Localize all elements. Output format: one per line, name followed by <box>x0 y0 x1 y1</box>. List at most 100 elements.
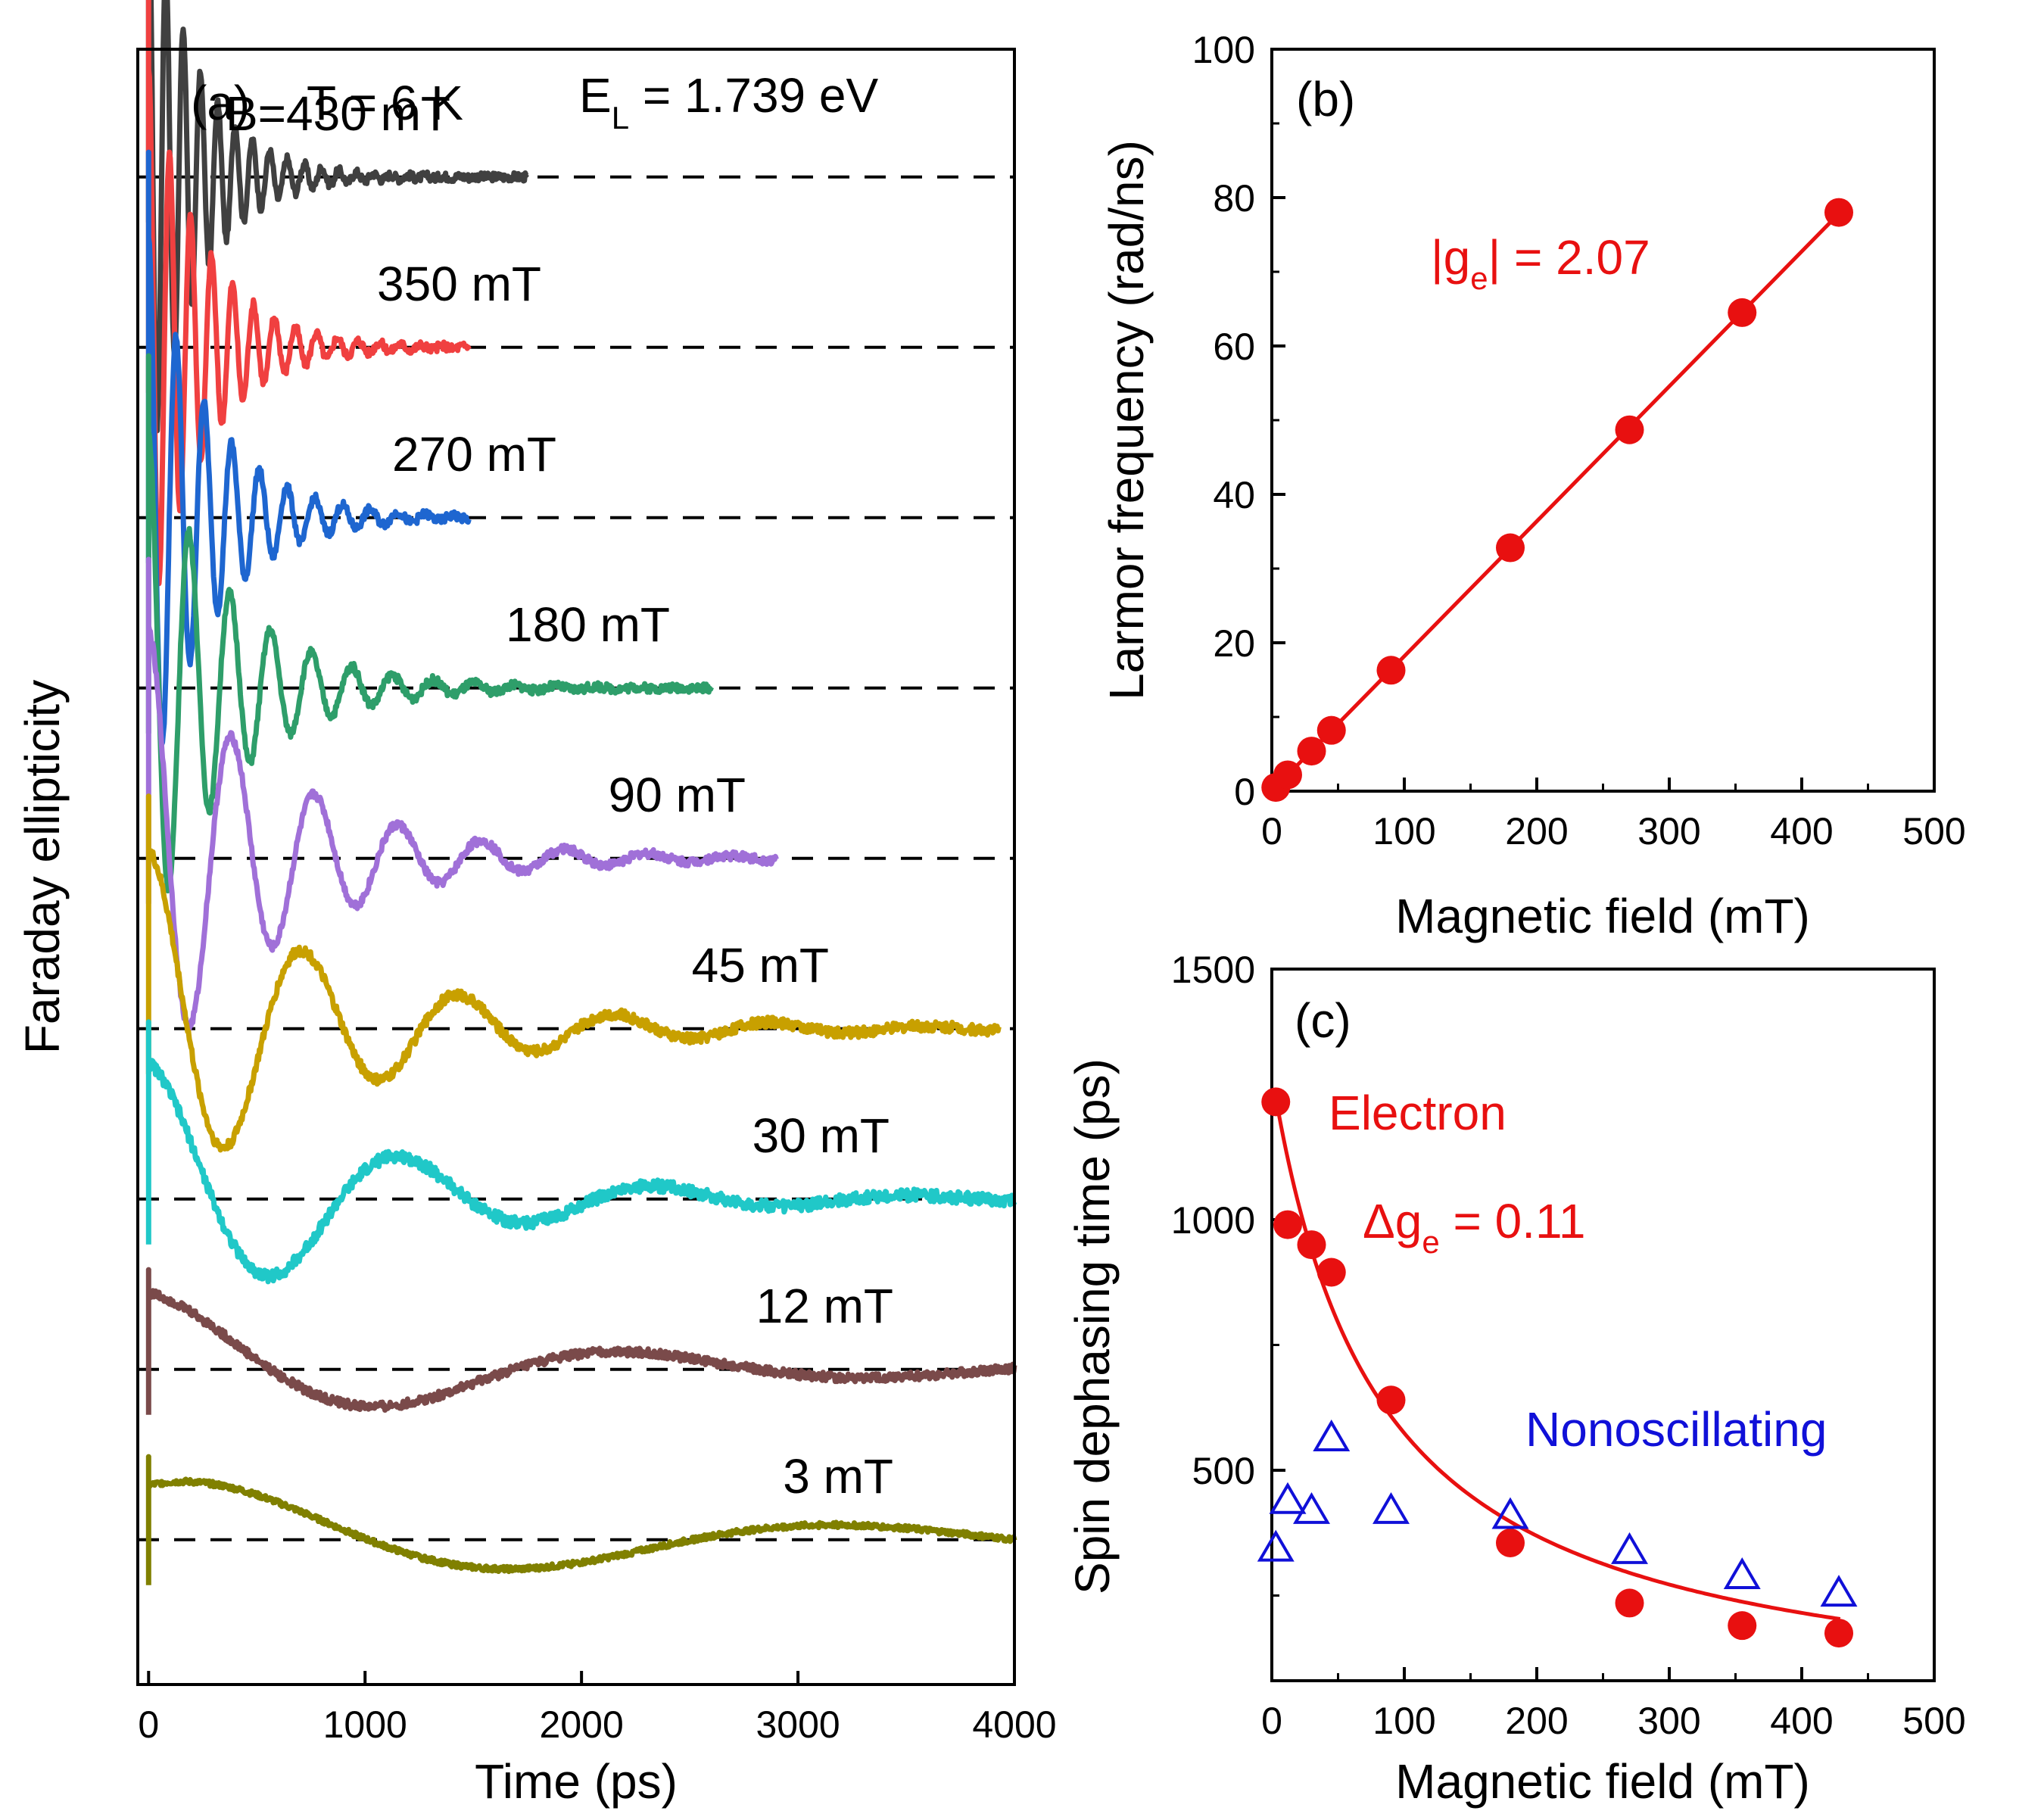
b-point-2 <box>1297 737 1326 766</box>
b-xtick-label-3: 300 <box>1637 810 1700 852</box>
c-xtick-label-1: 100 <box>1373 1700 1435 1742</box>
nonoscillating-label: Nonoscillating <box>1525 1402 1827 1457</box>
a-xtick-label-3: 3000 <box>756 1703 840 1746</box>
c-xtick-label-0: 0 <box>1261 1700 1282 1742</box>
a-xtick-label-4: 4000 <box>972 1703 1056 1746</box>
b-point-4 <box>1376 656 1406 685</box>
a-xtick-label-1: 1000 <box>323 1703 407 1746</box>
b-ytick-label-5: 100 <box>1192 29 1255 71</box>
c-electron-point-5 <box>1496 1528 1525 1557</box>
b-ytick-label-0: 0 <box>1234 771 1255 813</box>
b-point-1 <box>1273 760 1302 790</box>
c-electron-point-3 <box>1316 1258 1346 1287</box>
trace-2 <box>145 149 472 748</box>
panel-a-y-axis-title: Faraday ellipticity <box>15 680 70 1054</box>
dg-annotation: Δge = 0.11 <box>1363 1194 1585 1260</box>
panel-b-x-axis-title: Magnetic field (mT) <box>1395 889 1810 943</box>
g-factor-annotation: |ge| = 2.07 <box>1431 230 1650 296</box>
c-nonosc-point-1 <box>1269 1482 1307 1514</box>
c-ytick-label-0: 500 <box>1192 1450 1255 1492</box>
panel-c-label: (c) <box>1295 993 1351 1048</box>
b-point-7 <box>1728 298 1757 327</box>
c-electron-point-7 <box>1728 1611 1757 1641</box>
electron-label: Electron <box>1329 1086 1507 1140</box>
c-nonosc-point-2 <box>1293 1491 1330 1524</box>
trace-label-2: 270 mT <box>392 427 556 482</box>
panel-c-frame <box>1270 968 1936 1682</box>
c-electron-point-2 <box>1297 1230 1326 1260</box>
a-xtick-label-2: 2000 <box>540 1703 624 1746</box>
b-point-8 <box>1824 198 1853 227</box>
time-traces <box>145 0 1017 1585</box>
panel-c-y-axis-title: Spin dephasing time (ps) <box>1065 1058 1120 1594</box>
c-nonosc-point-6 <box>1611 1532 1648 1564</box>
trace-6 <box>145 1019 1017 1285</box>
c-nonosc-point-8 <box>1820 1575 1858 1607</box>
c-ytick-label-1: 1000 <box>1171 1199 1255 1242</box>
panel-b-ticks: 0 100 200 300 400 500 0 20 40 60 80 100 <box>1192 29 1966 852</box>
trace-label-7: 12 mT <box>756 1279 893 1333</box>
panel-b: 0 100 200 300 400 500 0 20 40 60 80 100 (b) |ge| = … <box>1099 29 1966 943</box>
trace-5 <box>145 793 1002 1153</box>
panel-a-label: (a) <box>191 76 250 130</box>
b-point-5 <box>1496 533 1525 563</box>
c-electron-point-0 <box>1261 1087 1291 1117</box>
panel-c: 0 100 200 300 400 500 500 1000 1500 (c) Electron… <box>1065 949 1966 1809</box>
panel-c-fit <box>1273 1097 1841 1621</box>
trace-label-1: 350 mT <box>377 257 541 311</box>
c-xtick-label-3: 300 <box>1637 1700 1700 1742</box>
c-xtick-label-5: 500 <box>1902 1700 1965 1742</box>
b-xtick-label-1: 100 <box>1373 810 1435 852</box>
energy-label: EL = 1.739 eV <box>579 68 879 136</box>
c-electron-point-8 <box>1824 1619 1853 1648</box>
zero-baselines <box>138 175 1014 1541</box>
b-fit-line <box>1270 209 1843 793</box>
trace-label-5: 45 mT <box>692 938 829 993</box>
c-fit-curve <box>1273 1097 1841 1621</box>
panel-a: 0 1000 2000 3000 4000 B=430 mT 350 mT 270 mT 18… <box>15 0 1057 1809</box>
panel-a-x-axis-title: Time (ps) <box>475 1754 678 1809</box>
b-point-3 <box>1316 715 1346 745</box>
trace-label-0: B=430 mT <box>226 86 450 141</box>
b-xtick-label-2: 200 <box>1505 810 1568 852</box>
panel-b-label: (b) <box>1296 72 1355 126</box>
panel-b-points <box>1261 198 1853 803</box>
c-electron-point-4 <box>1376 1385 1406 1415</box>
c-xtick-label-4: 400 <box>1770 1700 1833 1742</box>
trace-labels: B=430 mT 350 mT 270 mT 180 mT 90 mT 45 mT 30 m… <box>226 86 893 1504</box>
panel-c-ticks: 0 100 200 300 400 500 500 1000 1500 <box>1171 949 1966 1742</box>
temperature-label: T = 6 K <box>307 76 463 130</box>
c-ytick-label-2: 1500 <box>1171 949 1255 991</box>
panel-b-fit <box>1270 209 1843 793</box>
panel-c-points <box>1257 1087 1858 1648</box>
c-nonosc-point-7 <box>1723 1557 1761 1589</box>
b-xtick-label-4: 400 <box>1770 810 1833 852</box>
b-ytick-label-1: 20 <box>1213 622 1255 665</box>
panel-a-x-ticks: 0 1000 2000 3000 4000 <box>138 1671 1057 1746</box>
trace-label-6: 30 mT <box>752 1108 890 1163</box>
panel-b-y-axis-title: Larmor frequency (rad/ns) <box>1099 140 1154 700</box>
trace-3 <box>145 353 714 894</box>
c-nonosc-point-0 <box>1257 1529 1295 1562</box>
b-ytick-label-3: 60 <box>1213 326 1255 368</box>
trace-label-3: 180 mT <box>506 597 670 652</box>
trace-7 <box>145 1267 1017 1415</box>
trace-label-4: 90 mT <box>609 768 746 822</box>
b-xtick-label-5: 500 <box>1902 810 1965 852</box>
b-ytick-label-2: 40 <box>1213 474 1255 516</box>
panel-a-frame <box>136 48 1016 1686</box>
trace-4 <box>145 556 779 1032</box>
c-nonosc-point-4 <box>1373 1491 1410 1524</box>
c-electron-point-6 <box>1615 1588 1644 1618</box>
c-xtick-label-2: 200 <box>1505 1700 1568 1742</box>
a-xtick-label-0: 0 <box>138 1703 159 1746</box>
b-xtick-label-0: 0 <box>1261 810 1282 852</box>
panel-c-x-axis-title: Magnetic field (mT) <box>1395 1754 1810 1809</box>
trace-8 <box>145 1454 1017 1585</box>
trace-label-8: 3 mT <box>783 1449 893 1504</box>
c-nonosc-point-5 <box>1491 1497 1529 1529</box>
c-electron-point-1 <box>1273 1210 1302 1239</box>
b-point-6 <box>1615 415 1644 444</box>
panel-b-frame <box>1270 48 1936 793</box>
